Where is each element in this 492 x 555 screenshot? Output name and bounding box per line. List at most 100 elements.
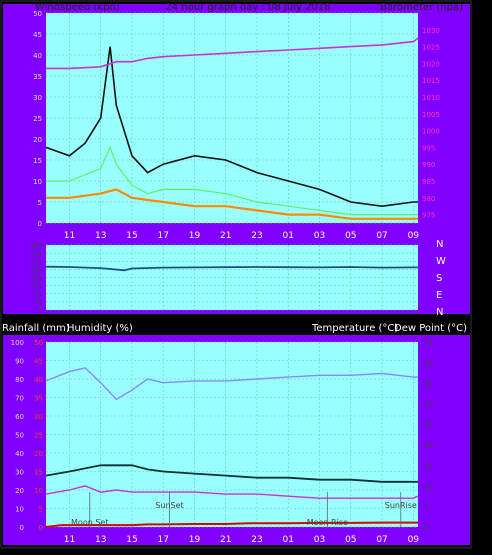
temperature-y-tick: 10 [424,483,433,491]
baro-y-tick: 975 [422,212,435,220]
x-tick-label: 15 [126,535,137,545]
direction-y-tick: 360 [31,243,43,250]
humidity-label: Humidity (%) [67,323,133,334]
wind-y-tick: 35 [33,73,42,81]
x-tick-label: 07 [376,535,387,545]
temperature-y-tick: 30 [424,401,433,409]
rainfall-label: Rainfall (mm) [2,323,70,334]
x-tick-label: 03 [314,535,325,545]
chart-title: 24 hour graph day : 08 July 2018 [165,2,330,13]
rain-y-tick: 35 [34,395,43,403]
rain-y-tick: 30 [34,413,43,421]
temperature-y-tick: 15 [424,462,433,470]
wind-y-tick: 20 [33,136,42,144]
x-tick-label: 05 [345,231,356,241]
compass-n-bottom: N [436,307,443,318]
humidity-y-tick: 50 [15,432,24,440]
rain-y-tick: 50 [34,339,43,347]
wind-y-tick: 30 [33,94,42,102]
baro-y-tick: 995 [422,144,435,152]
x-tick-label: 17 [158,231,169,241]
x-tick-label: 17 [158,535,169,545]
direction-y-tick: 0 [38,308,42,315]
wind-direction-line [45,265,418,272]
temperature-chart: 0102030405060708090100051015202530354045… [11,339,433,545]
temperature-y-tick: 20 [424,442,433,450]
baro-y-tick: 1005 [422,111,440,119]
barometer-line [46,37,419,70]
humidity-y-tick: 90 [15,358,24,366]
x-tick-label: 09 [408,535,420,545]
rain-y-tick: 5 [39,506,43,514]
x-tick-label: 13 [95,231,106,241]
humidity-y-tick: 60 [15,413,24,421]
x-tick-label: 23 [251,535,262,545]
temperature-y-tick: 25 [424,421,433,429]
rain-y-tick: 45 [34,358,43,366]
humidity-y-tick: 30 [15,469,24,477]
x-tick-label: 01 [283,231,294,241]
humidity-y-tick: 80 [15,376,24,384]
humidity-line [45,367,418,401]
humidity-y-tick: 70 [15,395,24,403]
x-tick-label: 11 [64,231,75,241]
baro-y-tick: 985 [422,178,435,186]
temperature-label: Temperature (°C) [311,323,398,334]
compass-s: S [436,273,442,284]
temperature-y-tick: 0 [424,524,428,532]
direction-y-tick: 45 [34,300,42,307]
temperature-y-tick: 5 [424,503,428,511]
moon-rise-label: Moon Rise [307,518,348,527]
compass-n-top: N [436,239,443,250]
x-tick-label: 11 [64,535,75,545]
x-tick-label: 03 [314,231,325,241]
baro-y-tick: 1025 [422,44,440,52]
temperature-y-tick: 35 [424,380,433,388]
wind-y-tick: 45 [33,31,42,39]
x-tick-label: 07 [376,231,387,241]
rain-y-tick: 15 [34,469,43,477]
direction-y-tick: 135 [31,284,43,291]
wind-average-line [46,145,418,216]
humidity-y-tick: 20 [15,487,24,495]
x-tick-label: 01 [283,535,294,545]
rain-y-tick: 40 [34,376,43,384]
wind-low-line [46,188,418,220]
direction-y-tick: 225 [31,267,43,274]
baro-y-tick: 1000 [422,128,440,136]
temperature-line [45,464,418,483]
direction-y-tick: 180 [31,276,43,283]
humidity-y-tick: 40 [15,450,24,458]
x-tick-label: 15 [126,231,137,241]
rainfall-line [45,521,418,528]
compass-e: E [436,290,442,301]
windspeed-label: Windspeed (kph) [35,2,120,13]
direction-y-tick: 270 [31,259,43,266]
baro-y-tick: 980 [422,195,435,203]
x-tick-label: 19 [189,231,201,241]
barometer-label: Barometer (hpa) [380,2,463,13]
x-tick-label: 21 [220,231,231,241]
humidity-y-tick: 0 [20,524,24,532]
outer-border [0,0,472,549]
baro-y-tick: 990 [422,161,435,169]
dew-point-line [45,485,419,499]
temperature-y-tick: 45 [424,339,433,347]
humidity-y-tick: 100 [11,339,24,347]
wind-gust-line [45,46,418,208]
x-tick-label: 23 [251,231,262,241]
rain-y-tick: 25 [34,432,43,440]
x-tick-label: 21 [220,535,231,545]
moon-set-label: Moon Set [71,518,108,527]
direction-y-tick: 315 [31,251,43,258]
wind-chart: 0510152025303540455097598098599099510001… [33,10,440,241]
x-tick-label: 05 [345,535,356,545]
rain-y-tick: 0 [39,524,43,532]
baro-y-tick: 1030 [422,27,440,35]
baro-y-tick: 1015 [422,77,440,85]
baro-y-tick: 1010 [422,94,440,102]
direction-y-tick: 90 [34,292,42,299]
compass-w: W [436,256,446,267]
x-tick-label: 09 [408,231,420,241]
rain-y-tick: 20 [34,450,43,458]
